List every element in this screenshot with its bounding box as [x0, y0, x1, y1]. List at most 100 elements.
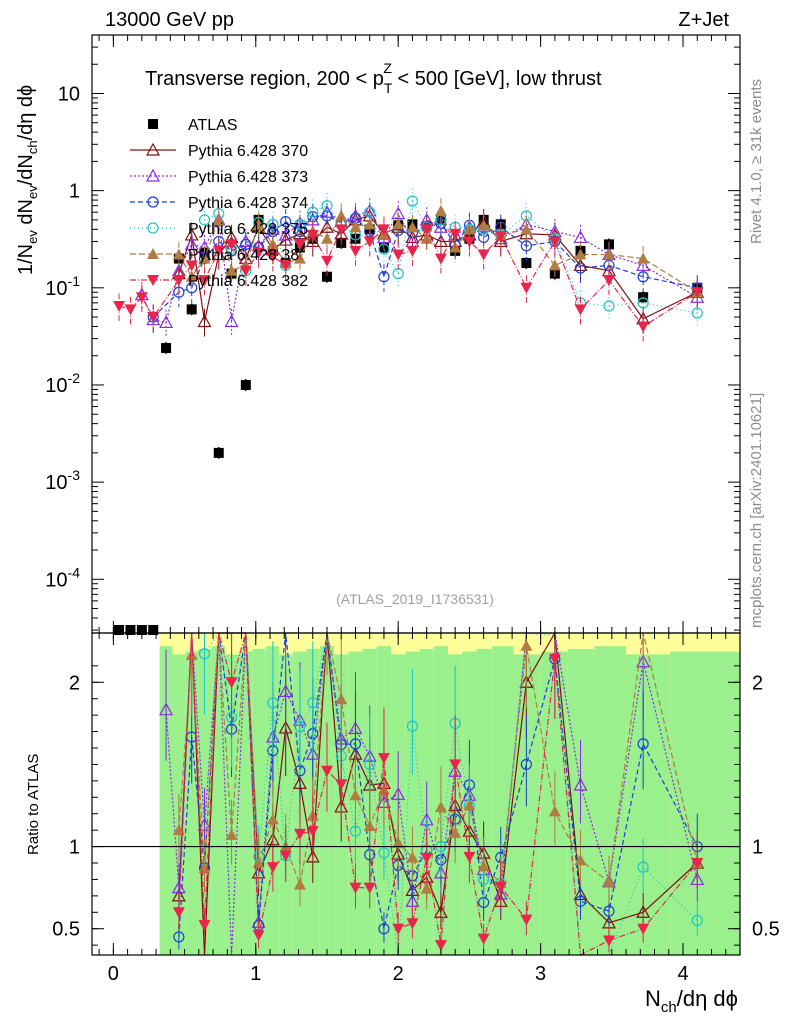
ratio-marker	[278, 684, 293, 698]
ratio-marker	[602, 935, 615, 947]
data-marker	[186, 304, 197, 315]
data-marker	[321, 271, 332, 282]
xlabel: Nch/dη dϕ	[645, 986, 738, 1016]
ylabel-part: ev	[25, 185, 40, 199]
data-marker	[161, 343, 172, 354]
ratio-marker	[406, 720, 419, 732]
data-marker	[294, 218, 306, 230]
ratio-marker	[406, 851, 419, 863]
ratio-marker	[691, 914, 703, 927]
data-marker	[602, 248, 615, 260]
data-marker	[307, 206, 319, 218]
data-marker	[319, 220, 334, 233]
uncertainty-band-green	[211, 646, 226, 955]
data-marker	[147, 312, 160, 324]
ratio-series-line	[178, 632, 698, 956]
x-tick-label: 0	[108, 963, 119, 985]
title-sup: Z	[383, 60, 392, 76]
data-marker	[135, 292, 148, 304]
data-marker	[335, 224, 348, 236]
legend-label: Pythia 6.428 38	[188, 247, 299, 264]
ratio-marker	[433, 905, 448, 918]
y-tick-exponent: -3	[68, 467, 81, 483]
ratio-y-tick-label-right: 0.5	[752, 919, 780, 941]
data-marker	[494, 231, 507, 243]
data-marker	[240, 379, 251, 390]
y-tick-base: 10	[45, 472, 67, 494]
ratio-y-tick-label: 0.5	[52, 919, 80, 941]
data-marker	[348, 208, 363, 222]
y-tick-base: 10	[45, 278, 67, 300]
ratio-marker	[573, 777, 588, 791]
ratio-marker	[185, 648, 198, 660]
legend-label: Pythia 6.428 370	[188, 143, 308, 160]
y-tick-base: 10	[58, 83, 80, 105]
data-marker	[434, 204, 447, 216]
legend-label: ATLAS	[188, 117, 238, 134]
ylabel-part: ch	[25, 140, 40, 154]
series-line	[152, 215, 698, 318]
header-left: 13000 GeV pp	[105, 9, 234, 31]
ylabel-part: /dη dϕ	[15, 85, 37, 141]
legend-label: Pythia 6.428 375	[188, 221, 308, 238]
uncertainty-band-green	[159, 646, 173, 955]
data-marker	[225, 239, 238, 251]
ratio-marker	[306, 826, 319, 838]
uncertainty-band-green	[670, 651, 740, 955]
legend-label: Pythia 6.428 382	[188, 273, 308, 290]
ratio-marker	[225, 828, 238, 840]
data-marker	[172, 248, 185, 260]
ratio-marker	[637, 861, 649, 873]
ratio-marker	[434, 801, 447, 813]
ratio-marker	[520, 639, 533, 651]
ratio-marker	[420, 853, 433, 865]
data-marker	[378, 271, 390, 283]
data-marker	[691, 307, 703, 319]
ratio-y-tick-label: 1	[69, 837, 80, 859]
ratio-plot-frame	[91, 632, 741, 956]
ylabel-part: ev	[25, 230, 40, 244]
ratio-marker	[378, 923, 390, 935]
data-marker	[197, 314, 212, 328]
series-line	[118, 228, 698, 328]
data-marker	[148, 625, 159, 635]
y-tick-label: 1	[69, 181, 80, 203]
data-marker	[321, 200, 333, 212]
ratio-y-tick-label: 2	[69, 672, 80, 694]
y-tick-base: 10	[45, 375, 67, 397]
ratio-marker	[520, 758, 532, 771]
y-tick-exponent: -1	[68, 273, 81, 289]
data-marker	[266, 251, 279, 263]
legend-marker	[145, 142, 161, 156]
ratio-marker	[305, 849, 320, 863]
analysis-id: (ATLAS_2019_I1736531)	[336, 591, 494, 607]
data-marker	[392, 249, 405, 261]
data-marker	[240, 238, 252, 250]
data-marker	[520, 282, 533, 294]
title-suffix: < 500 [GeV], low thrust	[392, 68, 602, 90]
uncertainty-band-green	[540, 651, 568, 955]
ratio-marker	[364, 758, 376, 771]
data-marker	[211, 247, 226, 261]
ratio-marker	[378, 847, 390, 859]
data-marker	[114, 625, 125, 635]
title-sub: T	[384, 80, 393, 96]
data-marker	[521, 258, 532, 269]
ratio-y-tick-label-right: 2	[752, 672, 763, 694]
y-tick-exponent: -2	[68, 370, 81, 386]
x-tick-label: 2	[393, 963, 404, 985]
data-marker	[406, 195, 419, 207]
ylabel-part: dN	[15, 199, 37, 230]
ratio-marker	[198, 648, 211, 660]
legend-marker	[147, 248, 159, 259]
y-tick-label: 10-3	[45, 467, 80, 494]
x-tick-label: 4	[677, 963, 688, 985]
legend-marker	[147, 196, 159, 208]
data-marker	[278, 227, 293, 241]
ratio-marker	[293, 878, 306, 890]
x-tick-label: 1	[250, 963, 261, 985]
y-tick-label: 10	[58, 83, 80, 105]
ratio-series-6	[172, 632, 704, 956]
